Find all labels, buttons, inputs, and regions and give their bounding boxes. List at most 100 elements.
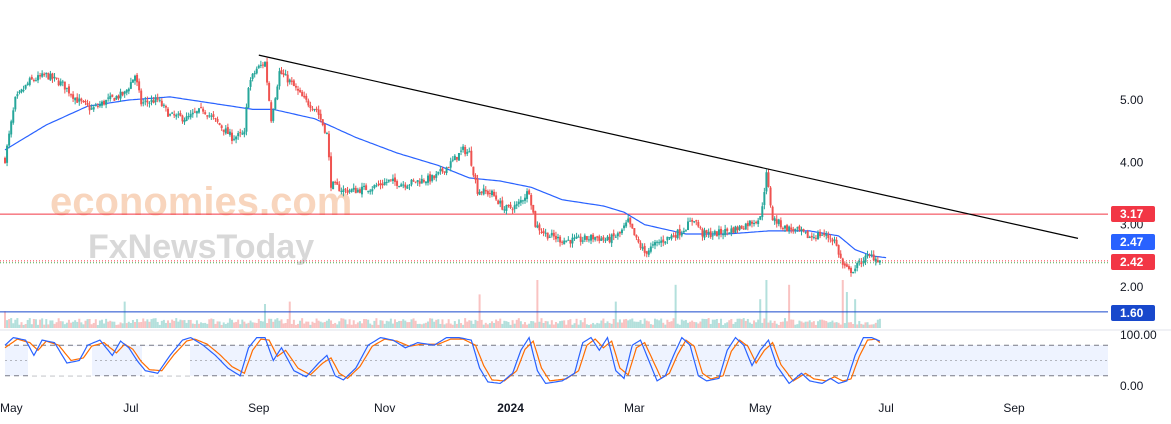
volume-bar <box>460 323 463 328</box>
candle-body <box>342 189 345 193</box>
candle-body <box>631 223 634 229</box>
volume-bar <box>732 323 735 328</box>
volume-bar <box>294 324 297 328</box>
volume-bar <box>431 318 434 328</box>
volume-bar <box>693 321 696 328</box>
volume-bar <box>292 319 295 328</box>
volume-bar <box>10 318 13 328</box>
candle-body <box>523 197 526 201</box>
candle-body <box>878 260 881 263</box>
volume-bar <box>542 322 545 328</box>
volume-bar <box>14 319 17 328</box>
candle-body <box>600 238 603 241</box>
candle-body <box>222 129 225 132</box>
candle-body <box>796 227 799 229</box>
volume-bar <box>90 324 93 328</box>
candle-body <box>554 235 557 240</box>
candle-body <box>493 191 496 196</box>
volume-bar <box>668 321 671 328</box>
candle-body <box>497 200 500 205</box>
oscillator-axis: 100.00 0.00 <box>1120 328 1157 393</box>
volume-bar <box>274 319 277 328</box>
volume-bar <box>620 322 623 328</box>
candle-body <box>391 178 394 182</box>
candle-body <box>647 250 650 255</box>
volume-bar <box>59 321 62 328</box>
volume-bar <box>486 324 489 328</box>
volume-bar <box>509 324 512 328</box>
volume-bar <box>360 323 363 328</box>
volume-bar <box>804 321 807 328</box>
volume-bar <box>107 321 110 328</box>
candle-body <box>462 146 465 150</box>
volume-bar <box>757 319 760 328</box>
candle-body <box>220 125 223 129</box>
volume-bar <box>371 324 374 328</box>
candle-body <box>736 227 739 231</box>
volume-bar <box>453 321 456 328</box>
volume-bar <box>565 324 568 328</box>
candle-body <box>307 100 310 106</box>
candle-body <box>251 73 254 79</box>
candle-body <box>12 110 15 123</box>
candle-body <box>148 102 151 104</box>
candle-body <box>24 84 27 89</box>
candle-body <box>253 73 256 75</box>
volume-bar <box>596 322 599 328</box>
volume-bar <box>439 323 442 328</box>
volume-bar <box>474 319 477 328</box>
candle-body <box>377 184 380 186</box>
candle-body <box>400 184 403 187</box>
candle-body <box>239 132 242 134</box>
candle-body <box>181 115 184 122</box>
candle-body <box>482 188 485 195</box>
candle-body <box>336 181 339 185</box>
candle-body <box>687 221 690 230</box>
candle-body <box>587 239 590 241</box>
candle-body <box>579 236 582 242</box>
candle-body <box>705 230 708 234</box>
volume-bar <box>146 319 149 328</box>
volume-bar <box>831 320 834 328</box>
candle-body <box>676 229 679 239</box>
volume-bar <box>806 321 809 328</box>
candle-body <box>852 271 855 273</box>
candle-body <box>418 181 421 184</box>
candle-body <box>317 109 320 115</box>
volume-bar <box>726 322 729 328</box>
volume-bar <box>105 318 108 328</box>
candle-body <box>346 189 349 193</box>
candle-body <box>237 133 240 137</box>
candle-body <box>854 268 857 272</box>
candle-body <box>829 238 832 240</box>
volume-bar <box>365 319 368 328</box>
volume-bar <box>416 323 419 328</box>
candle-body <box>668 237 671 239</box>
volume-bar <box>738 318 741 328</box>
candle-body <box>214 118 217 120</box>
volume-bar <box>687 322 690 328</box>
volume-bar <box>251 322 254 328</box>
candle-body <box>870 254 873 256</box>
candle-body <box>680 233 683 236</box>
candle-body <box>684 230 687 232</box>
candle-body <box>726 228 729 232</box>
volume-bar <box>629 319 632 328</box>
volume-bar <box>47 324 50 328</box>
candle-body <box>197 108 200 113</box>
volume-bar <box>200 322 203 328</box>
descending-trendline[interactable] <box>258 54 1079 239</box>
candle-body <box>608 236 611 243</box>
candle-body <box>750 221 753 224</box>
candle-body <box>224 128 227 134</box>
candle-body <box>332 181 335 190</box>
candle-body <box>113 97 116 101</box>
candle-body <box>363 185 366 187</box>
volume-bar <box>462 324 465 328</box>
volume-bar <box>649 324 652 328</box>
candle-body <box>365 185 368 191</box>
candle-body <box>429 174 432 182</box>
candle-body <box>734 226 737 233</box>
candle-body <box>90 108 93 110</box>
